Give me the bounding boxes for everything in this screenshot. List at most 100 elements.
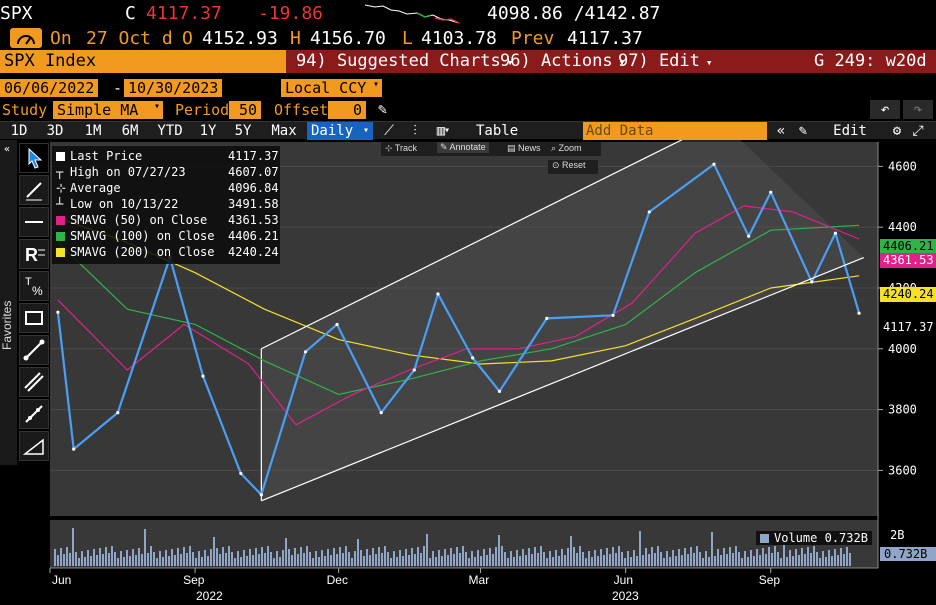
fibonacci-icon[interactable] [19,399,49,429]
volume-bar [525,555,527,566]
news-button[interactable]: ▤ News [507,143,541,154]
actions-button[interactable]: 96) Actions ▾ [500,51,625,71]
close-prefix: C [125,3,136,24]
study-value: Simple MA [57,101,139,119]
percent-change-icon[interactable]: T% [19,271,49,301]
table-button[interactable]: Table [476,123,519,139]
channel-tool-icon[interactable] [19,367,49,397]
volume-bar [780,558,782,566]
volume-bar [396,557,398,566]
edit-pencil-icon[interactable]: ✎ [798,123,808,139]
volume-bar [768,547,770,566]
line-chart-icon[interactable]: ⟋ [384,123,394,139]
volume-bar [261,547,263,566]
tab-ytd[interactable]: YTD [157,123,183,139]
pencil-icon[interactable]: ✎ [378,100,388,118]
volume-bar [789,550,791,566]
suggested-charts-button[interactable]: 94) Suggested Charts ▾ [296,51,513,71]
undo-icon[interactable]: ↶ [870,100,900,119]
settings-icon[interactable]: ⚙ [892,123,902,139]
speedometer-icon[interactable] [10,28,42,48]
reset-button[interactable]: ⊙ Reset [548,160,598,174]
volume-bar [810,553,812,566]
y-tick-label: 3800 [888,403,917,417]
volume-bar [717,549,719,566]
frequency-select[interactable]: Daily ▾ [307,122,373,140]
volume-bar [117,558,119,566]
volume-bar [84,557,86,566]
volume-bar [150,546,152,566]
start-date-input[interactable]: 06/06/2022 [0,79,99,97]
fullscreen-icon[interactable]: ⤢ [912,123,924,139]
dropdown-arrow-icon[interactable]: ▾ [443,125,451,136]
price-point [72,447,76,451]
volume-bar [744,551,746,566]
bid-ask: 4098.86 /4142.87 [487,3,661,24]
volume-bar [285,538,287,566]
currency-select[interactable]: Local CCY ▾ [281,79,382,97]
volume-bar [231,552,233,566]
tab-1m[interactable]: 1M [84,123,102,139]
tab-5y[interactable]: 5Y [234,123,252,139]
add-data-input[interactable]: Add Data [583,122,767,140]
volume-bar [483,549,485,566]
annotate-button[interactable]: ✎ Annotate [437,142,489,153]
edit-chart-button[interactable]: Edit Chart [829,123,871,157]
price-tag [880,320,936,335]
rectangle-icon[interactable] [19,303,49,333]
volume-bar [177,548,179,566]
price-point [712,162,716,166]
volume-bar [156,558,158,566]
volume-label: Volume [774,531,818,545]
volume-bar [120,551,122,566]
volume-bar [699,552,701,566]
collapse-icon[interactable]: « [4,144,11,155]
candlestick-icon[interactable]: ⫶ [413,123,417,139]
zoom-button[interactable]: ⌕ Zoom [551,143,582,154]
legend-value: 4607.07 [228,165,279,179]
tab-6m[interactable]: 6M [121,123,139,139]
end-date-input[interactable]: 10/30/2023 [124,79,223,97]
volume-bar [702,558,704,566]
price-change: -19.86 [258,3,324,24]
tab-1y[interactable]: 1Y [199,123,217,139]
study-select[interactable]: Simple MA ▾ [53,101,163,119]
legend-item: ┴ Low on 10/13/22 [56,197,178,211]
volume-bar [159,551,161,566]
volume-bar [777,552,779,566]
text-annotation-icon[interactable]: R [19,239,49,269]
volume-bar [813,546,815,566]
volume-bar [438,550,440,566]
redo-icon[interactable]: ↷ [903,100,933,119]
tab-max[interactable]: Max [271,123,297,139]
volume-bar [288,549,290,566]
volume-bar [522,549,524,566]
favorites-sidebar[interactable]: Favorites « [0,140,17,465]
pointer-tool-icon[interactable] [19,143,49,173]
collapse-icon[interactable]: « [776,123,786,139]
volume-bar [654,553,656,566]
volume-bar [276,551,278,566]
chart-toolbar: 1D 3D 1M 6M YTD 1Y 5Y Max Daily ▾ ⟋ ⫶ ▥ ▾… [0,121,936,157]
horizontal-line-icon[interactable] [19,207,49,237]
volume-bar [585,558,587,566]
track-button[interactable]: ⊹ Track [385,143,417,154]
volume-bar [570,536,572,566]
period-input[interactable]: 50 [229,101,261,119]
tab-3d[interactable]: 3D [46,123,64,139]
volume-bar [339,547,341,566]
bar-chart-icon[interactable]: ▥ [436,123,446,139]
security-field[interactable]: SPX Index [0,50,286,73]
legend-swatch [56,216,65,225]
offset-input[interactable]: 0 [328,101,366,119]
volume-bar [264,553,266,566]
volume-bar [87,550,89,566]
edit-button[interactable]: 97) Edit ▾ [618,51,713,71]
shape-tool-icon[interactable] [19,431,49,461]
volume-bar [759,555,761,566]
trendline-icon[interactable] [19,335,49,365]
volume-bar [147,553,149,566]
volume-bar [99,548,101,566]
tab-1d[interactable]: 1D [10,123,28,139]
draw-line-icon[interactable] [19,175,49,205]
